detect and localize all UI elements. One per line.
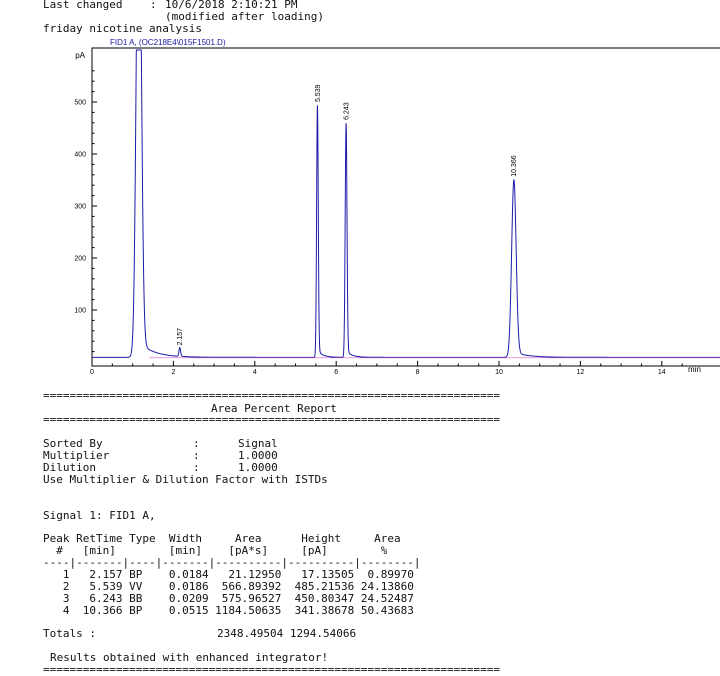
x-axis-unit-label: min bbox=[688, 365, 701, 374]
modified-note: (modified after loading) bbox=[165, 10, 324, 23]
peak-label: 5.539 bbox=[315, 84, 322, 102]
y-tick-label: 100 bbox=[74, 308, 86, 315]
footer-note: Results obtained with enhanced integrato… bbox=[50, 651, 329, 664]
peak-label: 10.366 bbox=[511, 155, 518, 177]
table-divider: ----|-------|----|-------|----------|---… bbox=[43, 556, 421, 569]
report-title: Area Percent Report bbox=[211, 402, 337, 415]
table-row: 4 10.366 BP 0.0515 1184.50635 341.38678 … bbox=[43, 604, 414, 617]
multiplier-value: 1.0000 bbox=[238, 449, 278, 462]
multiplier-label: Multiplier bbox=[43, 449, 110, 462]
x-tick-label: 2 bbox=[171, 369, 175, 376]
x-tick-label: 0 bbox=[90, 369, 94, 376]
table-header-2: # [min] [min] [pA*s] [pA] % bbox=[43, 544, 388, 557]
sorted-by-sep: : bbox=[193, 437, 200, 450]
report-separator-top: ========================================… bbox=[43, 389, 500, 402]
x-tick-label: 4 bbox=[253, 369, 257, 376]
table-row: 3 6.243 BB 0.0209 575.96527 450.80347 24… bbox=[43, 592, 414, 605]
plot-frame bbox=[91, 47, 720, 367]
table-row: 1 2.157 BP 0.0184 21.12950 17.13505 0.89… bbox=[43, 568, 414, 581]
istd-note: Use Multiplier & Dilution Factor with IS… bbox=[43, 473, 328, 486]
report-separator-end: ========================================… bbox=[43, 663, 500, 676]
y-tick-label: 400 bbox=[74, 152, 86, 159]
multiplier-sep: : bbox=[193, 449, 200, 462]
x-tick-label: 14 bbox=[658, 369, 666, 376]
totals-label: Totals : bbox=[43, 627, 96, 640]
last-changed-separator: : bbox=[150, 0, 157, 11]
sorted-by-label: Sorted By bbox=[43, 437, 103, 450]
sorted-by-value: Signal bbox=[238, 437, 278, 450]
signal-line: Signal 1: FID1 A, bbox=[43, 509, 156, 522]
x-tick-label: 6 bbox=[334, 369, 338, 376]
dilution-sep: : bbox=[193, 461, 200, 474]
chromatogram-chart: FID1 A, (OC218E4\015F1501.D) pA min 0 2 4 6… bbox=[74, 38, 720, 376]
x-tick-label: 8 bbox=[416, 369, 420, 376]
y-tick-label: 300 bbox=[74, 204, 86, 211]
signal-trace bbox=[92, 49, 720, 358]
totals-values: 2348.49504 1294.54066 bbox=[217, 627, 357, 640]
method-name: friday nicotine analysis bbox=[43, 22, 202, 35]
y-tick-label: 200 bbox=[74, 256, 86, 263]
last-changed-label: Last changed bbox=[43, 0, 123, 11]
y-tick-label: 500 bbox=[74, 100, 86, 107]
report-separator-bottom: ========================================… bbox=[43, 413, 500, 426]
x-tick-label: 12 bbox=[577, 369, 585, 376]
peak-label: 2.157 bbox=[177, 328, 184, 346]
table-row: 2 5.539 VV 0.0186 566.89392 485.21536 24… bbox=[43, 580, 414, 593]
peak-label: 6.243 bbox=[343, 102, 350, 120]
y-axis-unit-label: pA bbox=[75, 51, 85, 60]
dilution-label: Dilution bbox=[43, 461, 96, 474]
signal-label: FID1 A, (OC218E4\015F1501.D) bbox=[110, 38, 226, 47]
last-changed-value: 10/6/2018 2:10:21 PM bbox=[165, 0, 298, 11]
table-header-1: Peak RetTime Type Width Area Height Area bbox=[43, 532, 401, 545]
x-tick-label: 10 bbox=[495, 369, 503, 376]
dilution-value: 1.0000 bbox=[238, 461, 278, 474]
